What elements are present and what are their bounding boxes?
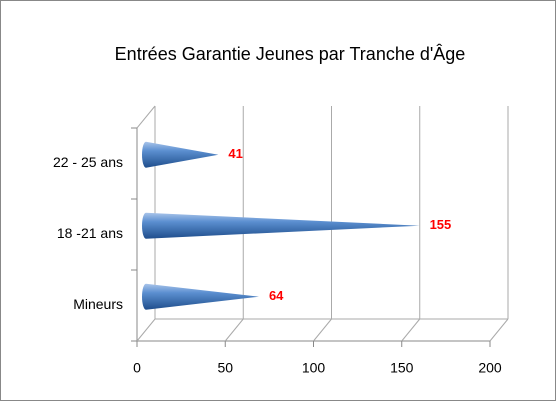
grid-floor	[489, 318, 509, 342]
cone	[142, 283, 259, 310]
cone	[142, 141, 219, 168]
x-tick-label: 200	[478, 360, 502, 376]
x-tick-label: 0	[133, 360, 141, 376]
value-label: 155	[430, 217, 452, 232]
chart-title: Entrées Garantie Jeunes par Tranche d'Âg…	[115, 44, 466, 64]
value-label: 41	[228, 146, 242, 161]
x-tick-label: 100	[302, 360, 326, 376]
grid-floor	[136, 318, 156, 342]
y-tick-label: Mineurs	[73, 296, 123, 312]
wall-top-edge	[136, 105, 156, 129]
y-tick-label: 22 - 25 ans	[53, 154, 123, 170]
grid-floor	[224, 318, 244, 342]
x-tick-label: 50	[217, 360, 233, 376]
cone	[142, 212, 420, 239]
x-tick-label: 150	[390, 360, 414, 376]
value-label: 64	[269, 288, 284, 303]
y-tick-label: 18 -21 ans	[57, 225, 123, 241]
grid-floor	[313, 318, 332, 342]
grid-floor	[401, 318, 421, 342]
